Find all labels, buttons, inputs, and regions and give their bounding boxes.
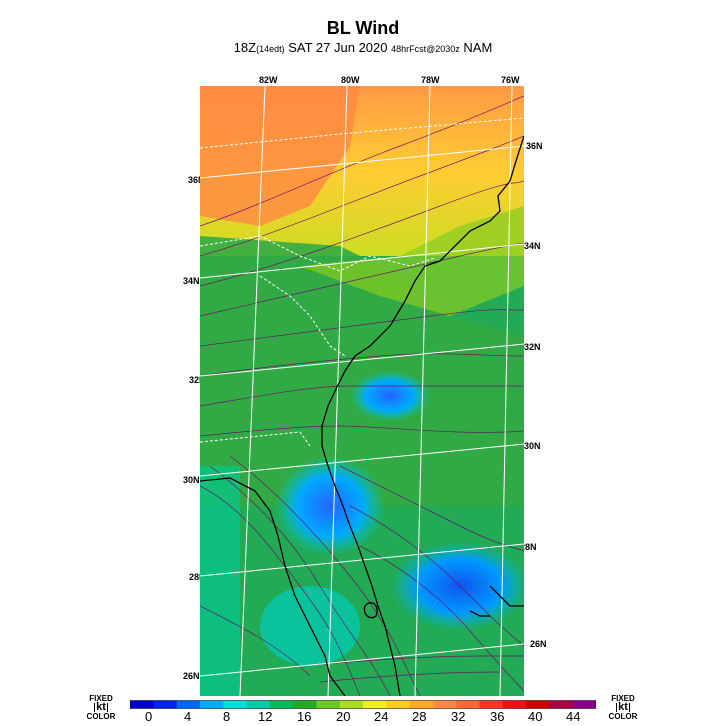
colorbar-cell [153, 700, 178, 709]
lat-lon-grid [200, 86, 524, 696]
colorbar-label-32: 32 [451, 709, 466, 724]
colorbar-label-12: 12 [258, 709, 273, 724]
lat-label-right-26n: 26N [530, 639, 547, 649]
lon-label-78w: 78W [421, 75, 440, 85]
chart-subtitle: 18Z(14edt) SAT 27 Jun 2020 48hrFcst@2030… [0, 40, 726, 55]
streamlines [200, 95, 524, 696]
left-color-label: COLOR [86, 712, 116, 721]
right-unit-label: kt [616, 701, 630, 713]
coastline [200, 135, 524, 696]
max-wind-region [200, 86, 360, 226]
left-fixed-label: FIXED [89, 694, 113, 703]
colorbar-cell [246, 700, 271, 709]
colorbar-cell [456, 700, 480, 709]
lat-label-left-26n: 26N [183, 671, 200, 681]
colorbar-label-36: 36 [490, 709, 505, 724]
state-borders [200, 117, 524, 447]
model-name: NAM [463, 40, 493, 55]
lat-label-left-34n: 34N [183, 276, 200, 286]
lat-label-right-36n: 36N [526, 141, 543, 151]
colorbar-label-8: 8 [223, 709, 231, 724]
local-time: (14edt) [256, 44, 285, 54]
colorbar-label-40: 40 [528, 709, 543, 724]
colorbar-label-28: 28 [412, 709, 427, 724]
lat-label-left-28n: 28N [189, 572, 206, 582]
colorbar-cell [293, 700, 317, 709]
colorbar-cell [549, 700, 574, 709]
low-wind-area-1 [350, 371, 430, 421]
colorbar-cell [363, 700, 387, 709]
colorbar-label-4: 4 [184, 709, 192, 724]
colorbar [130, 700, 596, 709]
right-color-label: COLOR [608, 712, 638, 721]
colorbar-cell [386, 700, 411, 709]
lat-label-left-32n: 32N [189, 375, 206, 385]
low-wind-area-2 [275, 456, 385, 556]
low-wind-area-3 [390, 541, 524, 631]
lat-label-right-30n: 30N [524, 441, 541, 451]
lon-label-80w: 80W [341, 75, 360, 85]
colorbar-left-legend: FIXED kt COLOR [84, 694, 118, 721]
colorbar-cell [269, 700, 294, 709]
colorbar-label-16: 16 [297, 709, 312, 724]
lat-label-right-32n: 32N [524, 342, 541, 352]
colorbar-cell [316, 700, 341, 709]
lon-label-82w: 82W [259, 75, 278, 85]
colorbar-label-24: 24 [374, 709, 389, 724]
lat-label-left-30n: 30N [183, 475, 200, 485]
colorbar-label-0: 0 [145, 709, 153, 724]
colorbar-label-44: 44 [566, 709, 581, 724]
colorbar-cell [199, 700, 224, 709]
gulf-region [200, 466, 240, 696]
colorbar-cell [176, 700, 201, 709]
colorbar-right-legend: FIXED kt COLOR [606, 694, 640, 721]
colorbar-cell [502, 700, 527, 709]
colorbar-cell [479, 700, 504, 709]
right-fixed-label: FIXED [611, 694, 635, 703]
lat-label-right-28n: 28N [520, 542, 537, 552]
colorbar-cell [409, 700, 434, 709]
lat-label-left-36n: 36N [188, 175, 205, 185]
colorbar-cell [572, 700, 596, 709]
valid-time: 18Z [233, 40, 257, 55]
lon-label-76w: 76W [501, 75, 520, 85]
mid-wind-region [200, 236, 524, 506]
colorbar-cell [526, 700, 550, 709]
valid-date: SAT 27 Jun 2020 [288, 40, 388, 55]
forecast-info: 48hrFcst@2030z [391, 44, 460, 54]
colorbar-cells [130, 700, 596, 709]
lat-label-right-34n: 34N [524, 241, 541, 251]
chart-title: BL Wind [326, 18, 400, 38]
colorbar-label-20: 20 [336, 709, 351, 724]
colorbar-cell [223, 700, 247, 709]
colorbar-cell [130, 700, 154, 709]
left-unit-label: kt [94, 701, 108, 713]
colorbar-cell [432, 700, 457, 709]
wind-map [200, 86, 524, 696]
wind-map-svg [200, 86, 524, 696]
colorbar-cell [339, 700, 364, 709]
